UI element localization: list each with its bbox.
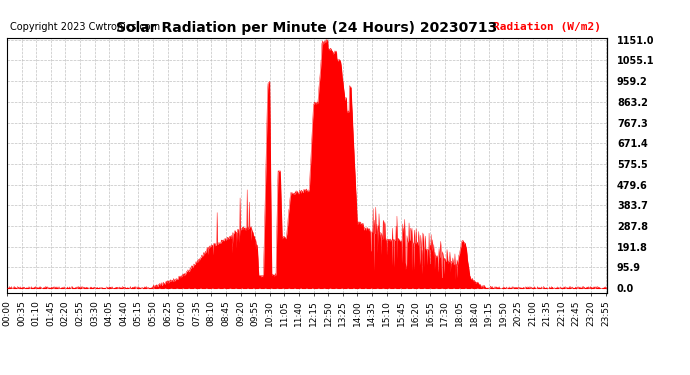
Text: Radiation (W/m2): Radiation (W/m2) [493,22,601,32]
Text: Copyright 2023 Cwtronics.com: Copyright 2023 Cwtronics.com [10,22,160,32]
Title: Solar Radiation per Minute (24 Hours) 20230713: Solar Radiation per Minute (24 Hours) 20… [117,21,497,35]
